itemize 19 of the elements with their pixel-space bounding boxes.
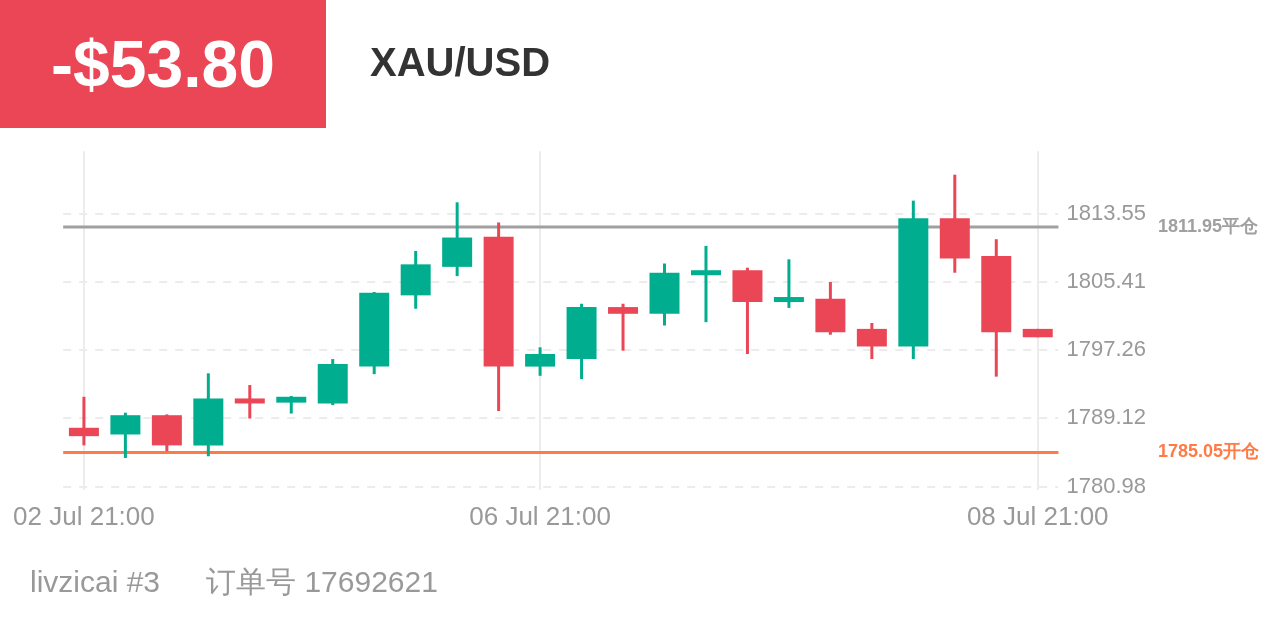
text: livzicai #3 (30, 565, 161, 598)
candlestick (608, 303, 639, 351)
x-tick-label: 02 Jul 21:00 (13, 500, 155, 531)
y-tick-label: 1813.55 (1066, 199, 1147, 225)
chart-title: -$53.80 (0, 0, 326, 128)
y-tick-label: 1805.41 (1066, 267, 1147, 293)
chart-subtitle: XAU/USD (370, 40, 551, 85)
ref-line-label: 1785.05开仓 (1158, 441, 1261, 462)
candlestick (690, 244, 721, 324)
x-tick-label: 06 Jul 21:00 (469, 500, 611, 531)
candlestick (68, 395, 99, 446)
x-tick-label: 08 Jul 21:00 (966, 500, 1109, 531)
ref-line-label: 1811.95平仓 (1158, 216, 1260, 237)
y-tick-label: 1789.12 (1066, 404, 1147, 430)
y-tick-label: 1797.26 (1066, 336, 1147, 362)
text: 订单号 17692621 (206, 565, 438, 598)
candlestick (773, 259, 804, 308)
y-tick-label: 1780.98 (1066, 472, 1147, 498)
candlestick (234, 385, 265, 419)
